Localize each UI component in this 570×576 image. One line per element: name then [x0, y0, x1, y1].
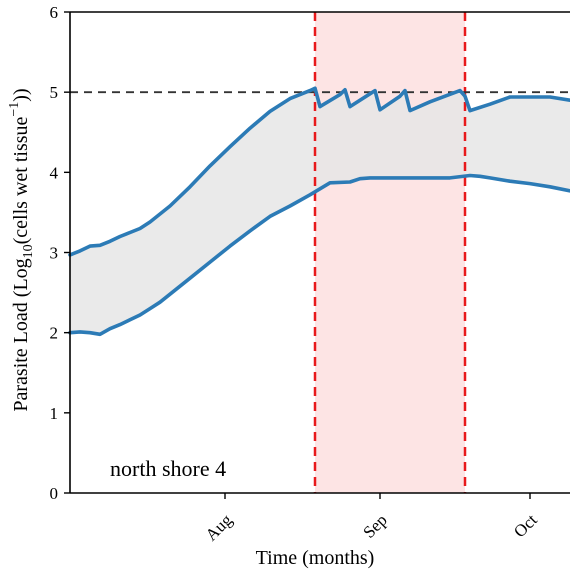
y-tick-label-3: 3 [50, 244, 59, 263]
x-tick-label-sep: Sep [359, 510, 390, 541]
y-tick-label-2: 2 [50, 324, 59, 343]
x-axis-label: Time (months) [256, 547, 375, 569]
y-tick-label-6: 6 [50, 3, 59, 22]
y-tick-label-1: 1 [50, 404, 59, 423]
y-tick-label-5: 5 [50, 83, 59, 102]
x-tick-label-aug: Aug [202, 510, 236, 544]
y-tick-label-0: 0 [50, 484, 59, 503]
y-axis-label: Parasite Load (Log10(cells wet tissue−1)… [7, 88, 36, 411]
y-tick-label-4: 4 [50, 163, 59, 182]
treatment-window-shade [315, 12, 465, 493]
axes: Parasite Load (Log10(cells wet tissue−1)… [7, 3, 570, 569]
series-line-upper [68, 86, 570, 257]
site-annotation: north shore 4 [110, 456, 226, 481]
plot-area [68, 12, 570, 493]
x-tick-label-oct: Oct [510, 510, 541, 541]
series-line-lower [68, 173, 570, 337]
